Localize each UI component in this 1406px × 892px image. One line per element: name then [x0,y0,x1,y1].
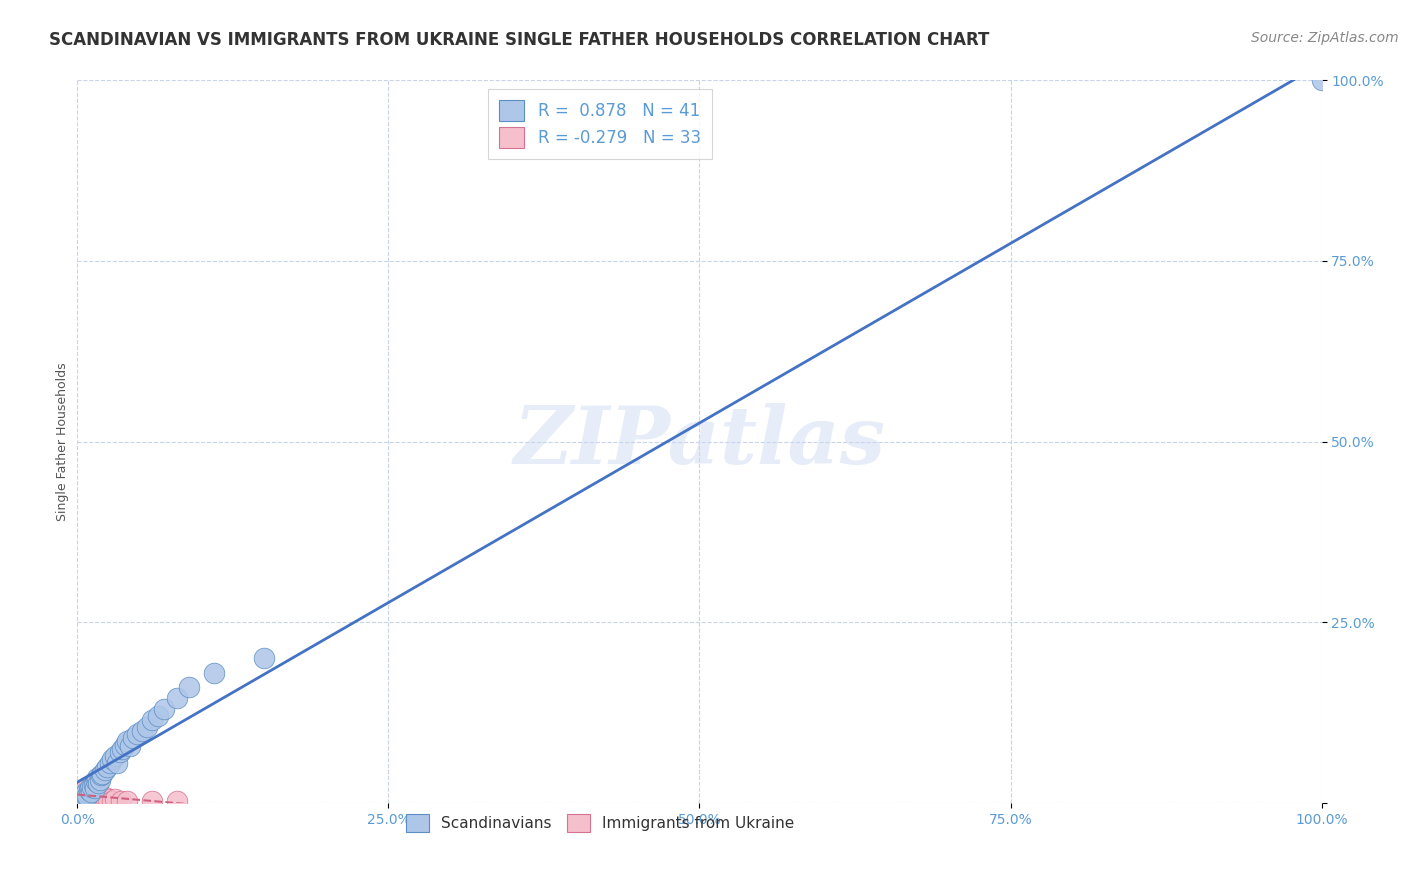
Point [75,787,97,801]
Y-axis label: Single Father Households: Single Father Households [56,362,69,521]
Point [125,727,148,741]
Legend: Scandinavians, Immigrants from Ukraine: Scandinavians, Immigrants from Ukraine [399,807,800,838]
Text: Source: ZipAtlas.com: Source: ZipAtlas.com [1251,31,1399,45]
Point [101,752,124,766]
Point [75,781,97,796]
Point [114,738,136,752]
Point [86,771,108,785]
Point [98,756,121,770]
Point [96,760,118,774]
Point [141,794,163,808]
Point [89,790,111,805]
Point [111,741,134,756]
Point [93,790,115,805]
Point [82,785,104,799]
Point [84,774,107,789]
Text: SCANDINAVIAN VS IMMIGRANTS FROM UKRAINE SINGLE FATHER HOUSEHOLDS CORRELATION CHA: SCANDINAVIAN VS IMMIGRANTS FROM UKRAINE … [49,31,990,49]
Point [89,772,111,787]
Point [80,785,103,799]
Point [104,748,127,763]
Point [253,651,276,665]
Point [118,739,141,754]
Point [91,792,114,806]
Point [179,680,201,694]
Point [69,790,91,805]
Point [73,787,96,801]
Point [131,723,153,738]
Point [72,787,94,801]
Point [86,787,108,801]
Point [76,790,98,805]
Point [90,768,112,782]
Point [122,731,145,745]
Point [87,775,110,789]
Point [136,720,159,734]
Point [202,665,225,680]
Point [75,785,97,799]
Point [166,794,188,808]
Point [80,790,103,805]
Point [72,785,94,799]
Point [70,791,93,805]
Point [79,781,101,796]
Point [1310,73,1333,87]
Point [77,787,100,801]
Point [83,792,105,806]
Point [67,794,90,808]
Point [76,785,98,799]
Point [70,789,93,803]
Point [115,794,138,808]
Point [73,782,96,797]
Point [70,792,93,806]
Point [76,789,98,803]
Point [141,713,163,727]
Point [73,789,96,803]
Text: ZIPatlas: ZIPatlas [513,403,886,480]
Point [77,782,100,797]
Point [82,780,104,794]
Point [72,790,94,805]
Point [91,767,114,781]
Point [166,691,188,706]
Point [115,734,138,748]
Point [108,745,131,759]
Point [105,756,128,770]
Point [72,789,94,803]
Point [101,794,124,808]
Point [83,778,105,792]
Point [97,792,120,806]
Point [72,790,94,805]
Point [79,782,101,797]
Point [83,789,105,803]
Point [93,764,115,778]
Point [153,702,176,716]
Point [148,709,170,723]
Point [83,781,105,796]
Point [110,794,132,808]
Point [69,792,91,806]
Point [72,790,94,805]
Point [104,792,127,806]
Point [84,782,107,797]
